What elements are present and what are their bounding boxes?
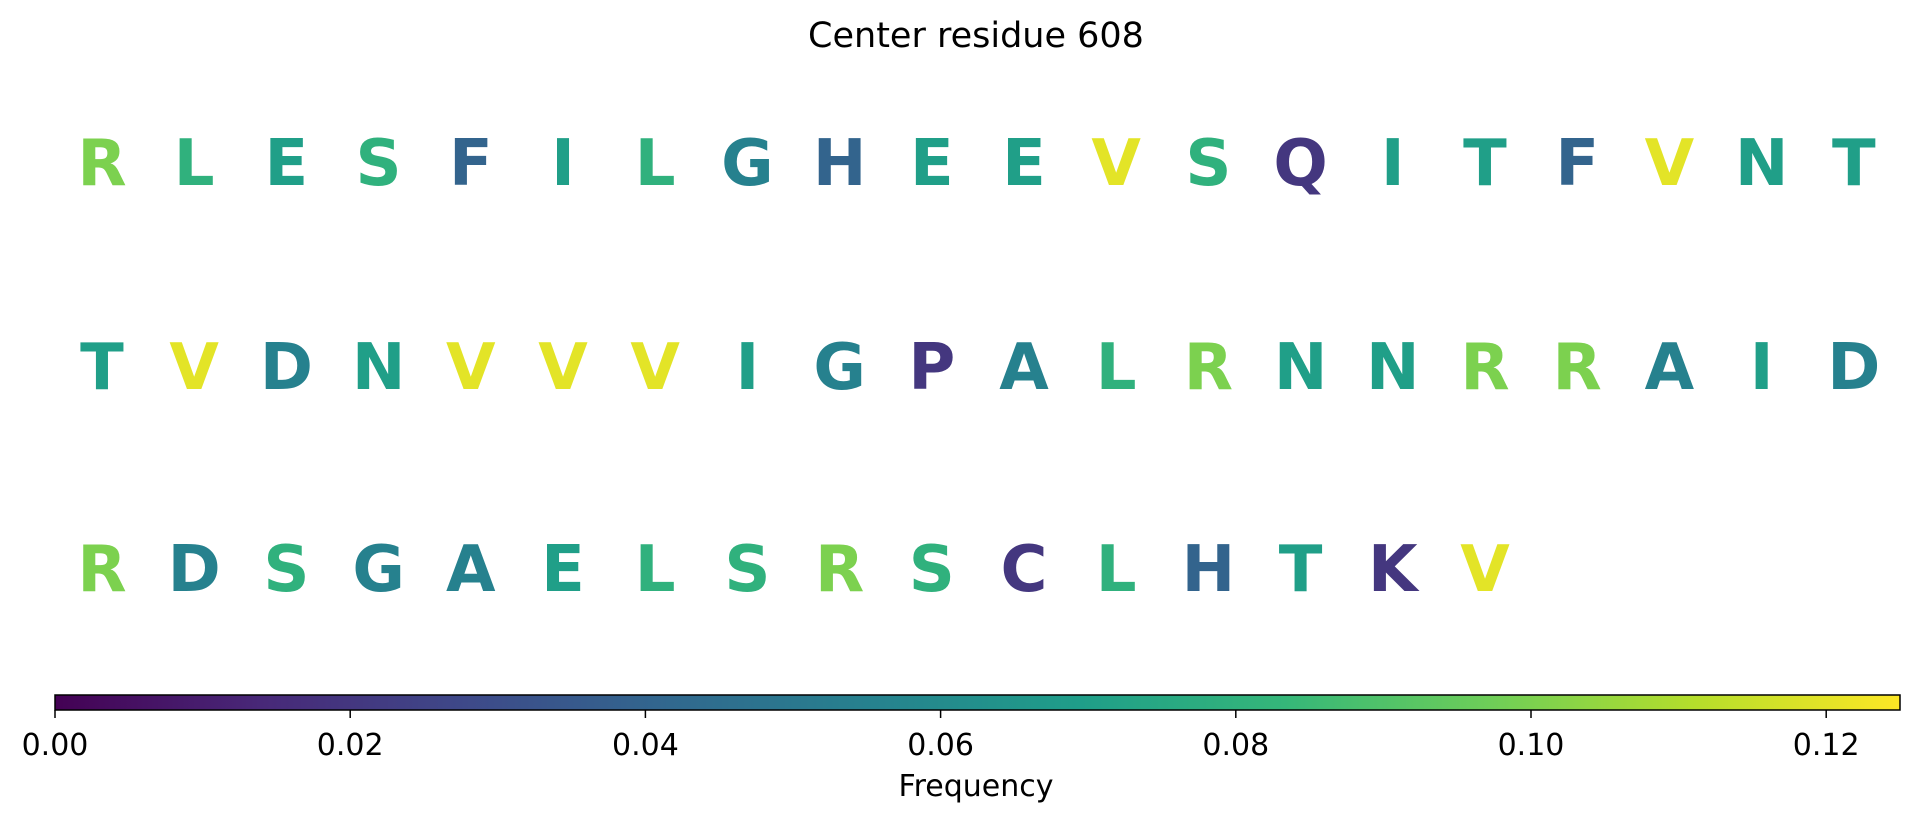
residue-letter: E [1002, 127, 1046, 201]
colorbar-label: Frequency [899, 769, 1054, 804]
residue-letter: R [815, 533, 864, 607]
colorbar-ticks: 0.00 0.02 0.04 0.06 0.08 0.10 0.12 [22, 710, 1860, 763]
residue-letter: L [1096, 331, 1137, 405]
residue-letter: R [1184, 331, 1233, 405]
residue-letter: I [1750, 331, 1774, 405]
residue-letter: S [263, 533, 309, 607]
colorbar-frame [54, 694, 1901, 711]
residue-letter: D [168, 533, 221, 607]
residue-letter: V [1460, 533, 1510, 607]
residue-grid: R L E S F I L G H E E V S Q I T F V N TT V D N V V V I G P A L R N N R R A I D… [77, 127, 1880, 607]
residue-letter: S [724, 533, 770, 607]
residue-letter: G [721, 127, 774, 201]
residue-letter: R [1553, 331, 1602, 405]
chart-title: Center residue 608 [808, 16, 1144, 56]
residue-letter: V [1091, 127, 1141, 201]
residue-letter: T [1463, 127, 1507, 201]
residue-letter: G [813, 331, 866, 405]
residue-letter: I [735, 331, 759, 405]
residue-letter: L [174, 127, 215, 201]
residue-letter: I [1381, 127, 1405, 201]
residue-letter: V [446, 331, 496, 405]
residue-letter: K [1368, 533, 1420, 607]
colorbar-tick-label: 0.04 [612, 728, 679, 763]
residue-letter: A [1645, 331, 1695, 405]
residue-letter: R [1460, 331, 1509, 405]
residue-letter: A [446, 533, 496, 607]
residue-letter: H [1182, 533, 1236, 607]
residue-letter: N [1274, 331, 1328, 405]
residue-letter: E [265, 127, 309, 201]
residue-letter: I [551, 127, 575, 201]
residue-letter: H [813, 127, 867, 201]
residue-letter: A [999, 331, 1049, 405]
residue-letter: F [449, 127, 493, 201]
residue-letter: F [1555, 127, 1599, 201]
residue-letter: L [635, 127, 676, 201]
colorbar-tick-label: 0.10 [1498, 728, 1565, 763]
colorbar-tick-label: 0.08 [1202, 728, 1269, 763]
residue-letter: G [352, 533, 405, 607]
residue-letter: R [77, 127, 126, 201]
colorbar: 0.00 0.02 0.04 0.06 0.08 0.10 0.12 Frequency [22, 694, 1901, 804]
residue-letter: D [260, 331, 313, 405]
residue-letter: N [1735, 127, 1789, 201]
residue-letter: L [1096, 533, 1137, 607]
residue-letter: P [908, 331, 955, 405]
residue-letter: S [1185, 127, 1231, 201]
residue-letter: E [541, 533, 585, 607]
residue-letter: S [909, 533, 955, 607]
residue-letter: N [1366, 331, 1420, 405]
residue-letter: V [630, 331, 680, 405]
residue-letter: T [1279, 533, 1323, 607]
residue-letter: T [80, 331, 124, 405]
colorbar-tick-label: 0.12 [1793, 728, 1860, 763]
residue-letter: E [910, 127, 954, 201]
colorbar-gradient [55, 695, 1900, 710]
residue-letter: C [1001, 533, 1048, 607]
residue-letter: D [1827, 331, 1880, 405]
colorbar-tick-label: 0.02 [317, 728, 384, 763]
residue-letter: Q [1273, 127, 1327, 201]
residue-letter: S [356, 127, 402, 201]
colorbar-tick-label: 0.00 [22, 728, 89, 763]
residue-letter: V [1645, 127, 1695, 201]
colorbar-tick-label: 0.06 [907, 728, 974, 763]
residue-letter: N [352, 331, 406, 405]
residue-letter: R [77, 533, 126, 607]
residue-letter: V [538, 331, 588, 405]
residue-letter: L [635, 533, 676, 607]
residue-letter: V [169, 331, 219, 405]
residue-letter: T [1832, 127, 1876, 201]
